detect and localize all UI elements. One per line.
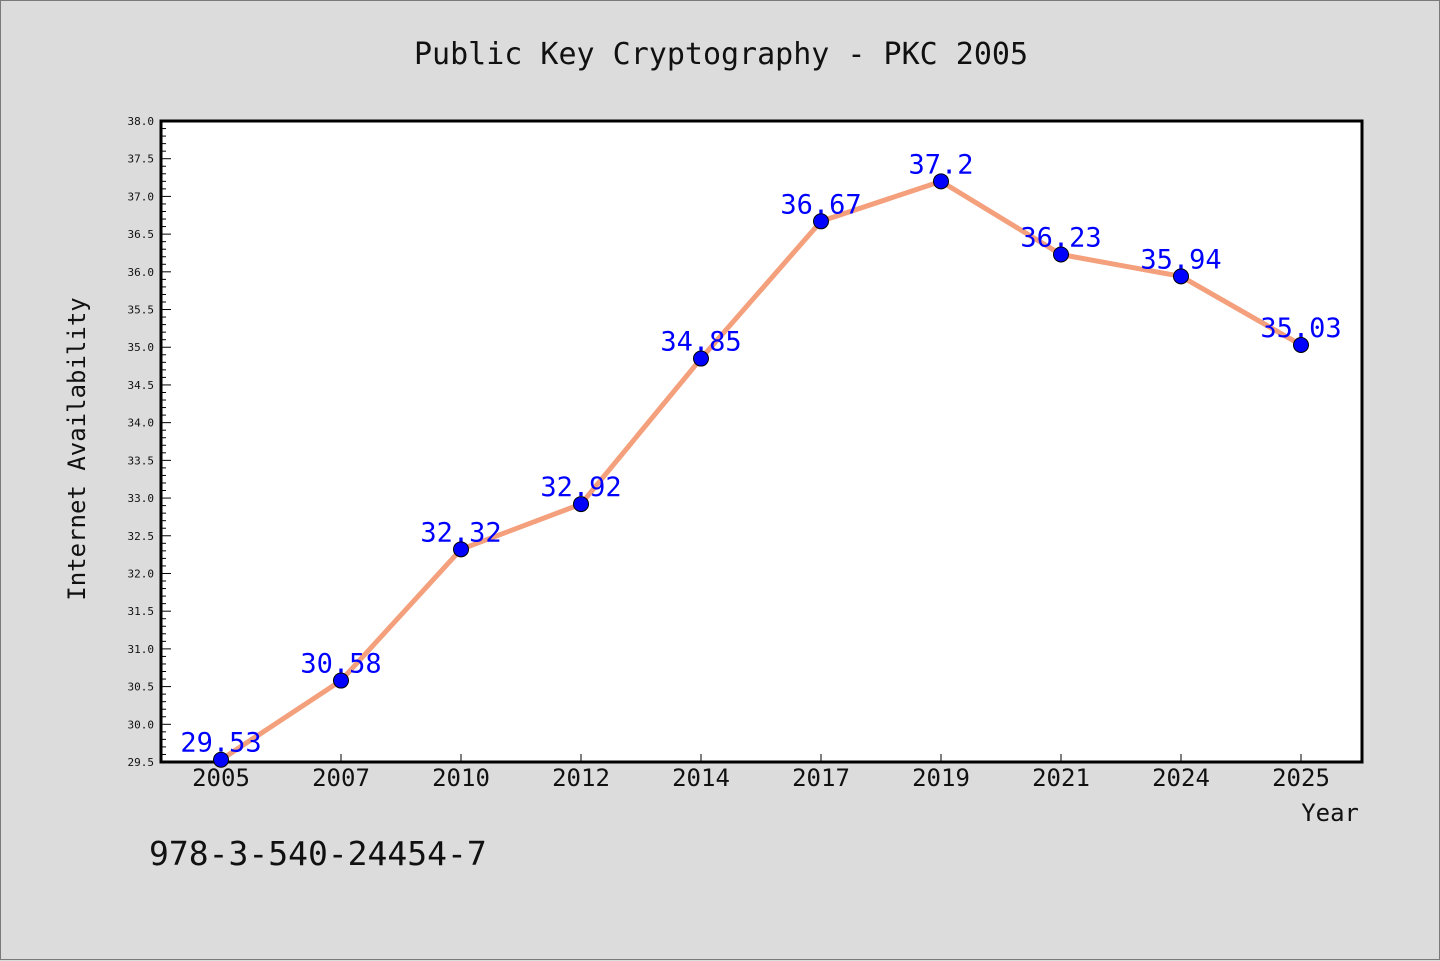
y-tick-label: 37.0 — [128, 190, 155, 203]
data-label: 29.53 — [180, 728, 261, 759]
chart-title: Public Key Cryptography - PKC 2005 — [414, 37, 1028, 72]
data-point — [693, 350, 709, 367]
y-tick-label: 36.0 — [128, 266, 155, 279]
y-tick-label: 31.5 — [128, 605, 155, 618]
y-tick-label: 31.0 — [128, 643, 155, 656]
x-tick-label: 2024 — [1152, 764, 1210, 792]
y-tick-label: 30.5 — [128, 681, 155, 694]
y-tick-label: 35.5 — [128, 304, 155, 317]
y-tick-label: 35.0 — [128, 341, 155, 354]
y-tick-label: 37.5 — [128, 153, 155, 166]
data-label: 34.85 — [660, 327, 741, 358]
data-point — [933, 173, 949, 190]
data-point — [813, 213, 829, 230]
data-point — [333, 672, 349, 689]
data-label: 36.67 — [780, 189, 861, 220]
x-tick-label: 2017 — [792, 764, 850, 792]
data-point — [1053, 246, 1069, 263]
x-tick-label: 2007 — [312, 764, 370, 792]
x-tick-label: 2014 — [672, 764, 730, 792]
x-axis-label: Year — [1301, 799, 1359, 827]
y-tick-label: 34.0 — [128, 417, 155, 430]
data-label: 35.03 — [1260, 313, 1341, 344]
y-axis-label: Internet Availability — [63, 297, 91, 600]
x-tick-label: 2021 — [1032, 764, 1090, 792]
data-label: 30.58 — [300, 649, 381, 680]
y-tick-label: 36.5 — [128, 228, 155, 241]
data-label: 36.23 — [1020, 222, 1101, 253]
y-axis: 29.5 30.0 30.5 31.0 31.5 32.0 32.5 33.0 33.5 34.0… — [128, 115, 171, 769]
y-tick-label: 29.5 — [128, 756, 155, 769]
data-point — [1173, 268, 1189, 285]
y-tick-label: 33.5 — [128, 454, 155, 467]
data-point — [573, 496, 589, 513]
y-tick-label: 38.0 — [128, 115, 155, 128]
y-tick-label: 34.5 — [128, 379, 155, 392]
series-line — [219, 178, 1303, 762]
y-tick-label: 32.5 — [128, 530, 155, 543]
data-point — [453, 541, 469, 558]
data-label: 37.2 — [908, 149, 973, 180]
data-label: 35.94 — [1140, 244, 1221, 275]
data-point — [1293, 336, 1309, 353]
x-tick-label: 2005 — [192, 764, 250, 792]
y-tick-label: 32.0 — [128, 567, 155, 580]
isbn-annotation: 978-3-540-24454-7 — [149, 834, 487, 873]
data-point — [213, 751, 229, 768]
y-tick-label: 30.0 — [128, 718, 155, 731]
data-label: 32.92 — [540, 472, 621, 503]
x-tick-label: 2019 — [912, 764, 970, 792]
y-tick-label: 33.0 — [128, 492, 155, 505]
series-layer: 29.53 30.58 32.32 32.92 34.85 36.67 37.2 36.23 3… — [180, 149, 1342, 768]
x-axis: 2005 2007 2010 2012 2014 2017 2019 2021 2024 2025 — [192, 754, 1330, 792]
x-tick-label: 2010 — [432, 764, 490, 792]
x-tick-label: 2025 — [1272, 764, 1330, 792]
x-tick-label: 2012 — [552, 764, 610, 792]
data-label: 32.32 — [420, 517, 501, 548]
